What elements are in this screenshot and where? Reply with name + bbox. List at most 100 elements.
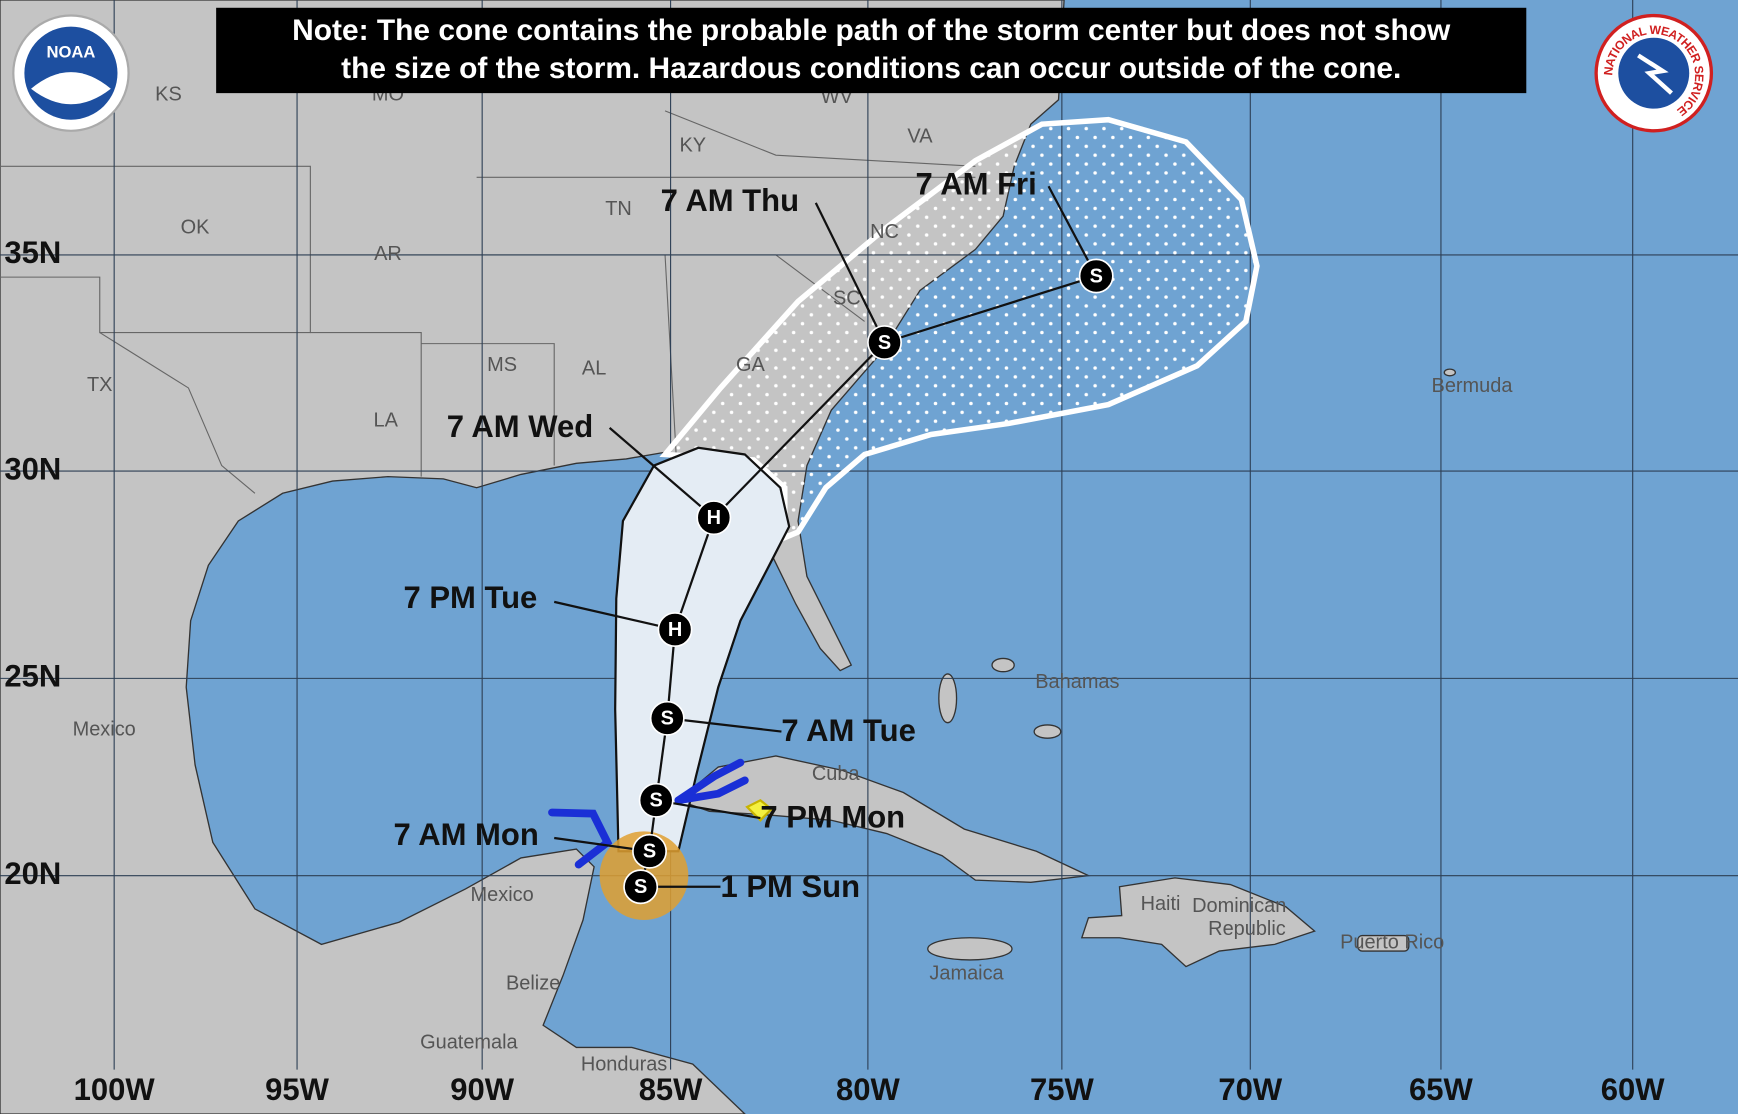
longitude-label: 70W <box>1218 1072 1282 1107</box>
logo-bird <box>31 72 111 105</box>
forecast-point <box>696 500 732 536</box>
watch-area <box>745 798 774 822</box>
labels: 100W 95W 90W 85W 80W 75W 70W 65W 60W 35N 30N 25N 20N… <box>4 84 1665 1107</box>
forecast-time: 7 PM Mon <box>760 799 905 834</box>
longitude-label: 100W <box>74 1072 156 1107</box>
hurricane-warning <box>548 808 613 869</box>
forecast-time: 7 AM Fri <box>916 166 1037 201</box>
country-border <box>99 332 256 494</box>
place-label: Belize <box>506 973 560 995</box>
latitude-label: 25N <box>4 659 61 694</box>
place-label: Jamaica <box>929 963 1004 985</box>
logo-bolt <box>1637 53 1673 95</box>
state-label: AR <box>374 243 402 265</box>
state-border <box>310 254 865 477</box>
state-label: SC <box>833 288 861 310</box>
graticule <box>0 0 1738 1070</box>
forecast-time: 7 AM Wed <box>447 409 593 444</box>
place-label: Republic <box>1208 918 1286 940</box>
longitude-label: 65W <box>1409 1072 1473 1107</box>
hurricane-warning <box>674 758 749 805</box>
forecast-time: 7 AM Mon <box>393 817 538 852</box>
place-label: Dominican <box>1192 895 1286 917</box>
bahamas <box>1033 724 1062 739</box>
warnings <box>548 758 749 869</box>
land <box>0 0 1457 1114</box>
storm-symbol: S <box>661 708 674 730</box>
forecast-point <box>632 833 667 869</box>
forecast-time: 7 PM Tue <box>403 580 537 615</box>
place-label: Cuba <box>812 763 861 785</box>
cuba <box>677 755 1091 883</box>
longitude-label: 90W <box>450 1072 514 1107</box>
latitude-label: 30N <box>4 451 61 486</box>
place-label: Bermuda <box>1432 375 1514 397</box>
state-label: NC <box>870 221 899 243</box>
place-label: Bahamas <box>1035 671 1119 693</box>
track-line <box>884 274 1097 344</box>
longitude-label: 95W <box>265 1072 329 1107</box>
state-label: MS <box>487 354 517 376</box>
jamaica <box>927 937 1013 961</box>
state-border <box>0 165 311 334</box>
note-line: Note: The cone contains the probable pat… <box>292 14 1451 47</box>
forecast-time: 7 AM Tue <box>781 713 915 748</box>
place-label: Mexico <box>471 884 534 906</box>
leader-line <box>655 799 761 820</box>
leader-line <box>667 717 782 733</box>
storm-symbol: S <box>634 876 647 898</box>
state-label: GA <box>736 354 766 376</box>
storm-symbol: S <box>643 841 656 863</box>
state-label: TX <box>87 374 112 396</box>
track-line <box>673 517 715 630</box>
note-box <box>216 7 1527 94</box>
state-label: VA <box>907 126 933 148</box>
forecast-point <box>867 325 902 360</box>
forecast-time: 1 PM Sun <box>720 869 860 904</box>
longitude-label: 75W <box>1030 1072 1094 1107</box>
place-label: Guatemala <box>420 1031 518 1053</box>
leader-line <box>814 202 886 344</box>
storm-symbol: S <box>878 332 891 354</box>
state-label: AL <box>582 357 606 379</box>
forecast-point <box>1078 258 1114 294</box>
longitude-label: 60W <box>1601 1072 1665 1107</box>
state-label: KY <box>679 135 706 157</box>
noaa-logo: NOAA <box>12 14 130 132</box>
storm-symbol: S <box>1090 265 1103 287</box>
state-border <box>476 110 976 178</box>
borders <box>0 110 976 494</box>
bahamas <box>938 673 958 724</box>
place-label: Mexico <box>73 719 136 741</box>
forecast-point <box>657 612 693 648</box>
forecast-time: 7 AM Thu <box>661 183 799 218</box>
logo-text: NOAA <box>46 43 95 62</box>
leader-line <box>608 427 715 519</box>
puerto-rico <box>1357 934 1410 952</box>
hispaniola <box>1080 877 1316 968</box>
forecast-track: S 1 PM Sun S 7 AM Mon S 7 PM Mon S 7 AM Tue H 7 P… <box>393 166 1114 905</box>
note-line: the size of the storm. Hazardous conditi… <box>341 52 1401 85</box>
place-label: Puerto Rico <box>1340 932 1444 954</box>
storm-symbol: S <box>650 790 663 812</box>
state-label: LA <box>374 409 399 431</box>
longitude-label: 85W <box>639 1072 703 1107</box>
longitude-label: 80W <box>836 1072 900 1107</box>
track-line <box>713 341 886 519</box>
latitude-label: 20N <box>4 856 61 891</box>
nws-logo: NATIONAL WEATHER SERVICE <box>1594 13 1714 133</box>
leader-line <box>553 600 676 631</box>
state-label: KS <box>155 84 182 106</box>
forecast-point <box>638 782 674 818</box>
place-label: Haiti <box>1141 893 1181 915</box>
storm-symbol: H <box>668 619 682 641</box>
state-label: TN <box>605 198 632 220</box>
place-label: Honduras <box>581 1053 667 1075</box>
latitude-label: 35N <box>4 235 61 270</box>
state-label: OK <box>181 217 211 239</box>
forecast-point <box>623 869 659 905</box>
bahamas <box>991 657 1015 673</box>
storm-symbol: H <box>707 507 721 529</box>
